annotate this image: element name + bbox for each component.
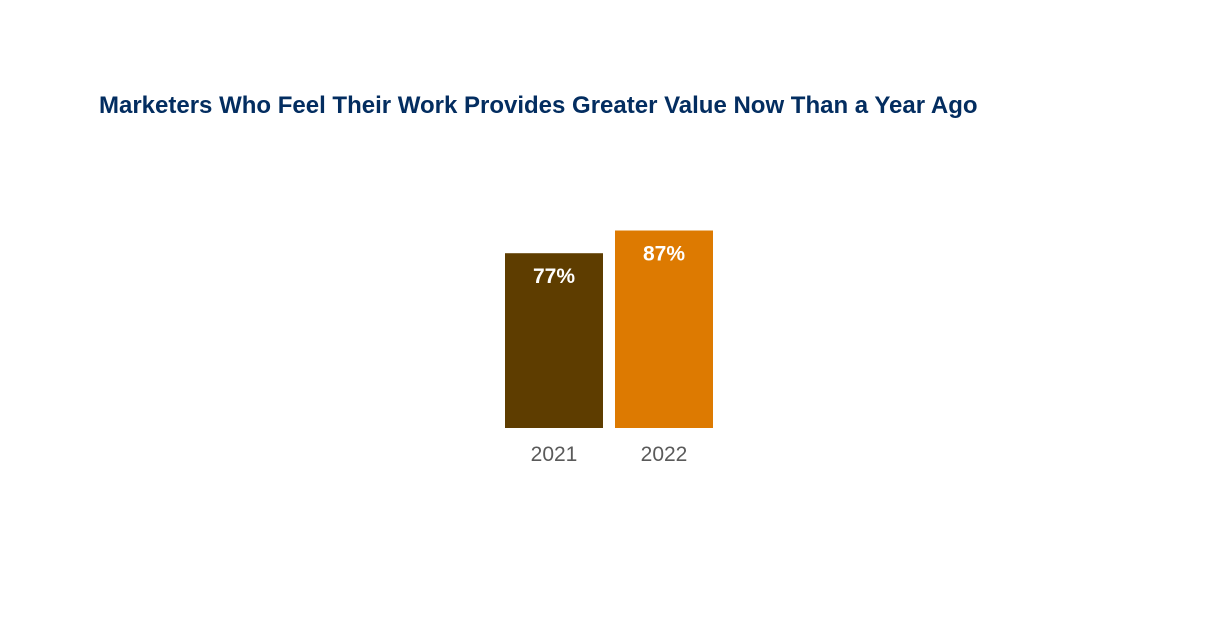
bars-group: 77% 2021 87% 2022 xyxy=(505,230,713,466)
chart-title: Marketers Who Feel Their Work Provides G… xyxy=(99,92,978,119)
x-tick-label-2021: 2021 xyxy=(531,443,578,466)
x-tick-label-2022: 2022 xyxy=(641,443,688,466)
data-label-2022: 87% xyxy=(643,243,685,266)
data-label-2021: 77% xyxy=(533,265,575,288)
bar-2021 xyxy=(505,253,603,428)
bar-2022 xyxy=(615,230,713,428)
